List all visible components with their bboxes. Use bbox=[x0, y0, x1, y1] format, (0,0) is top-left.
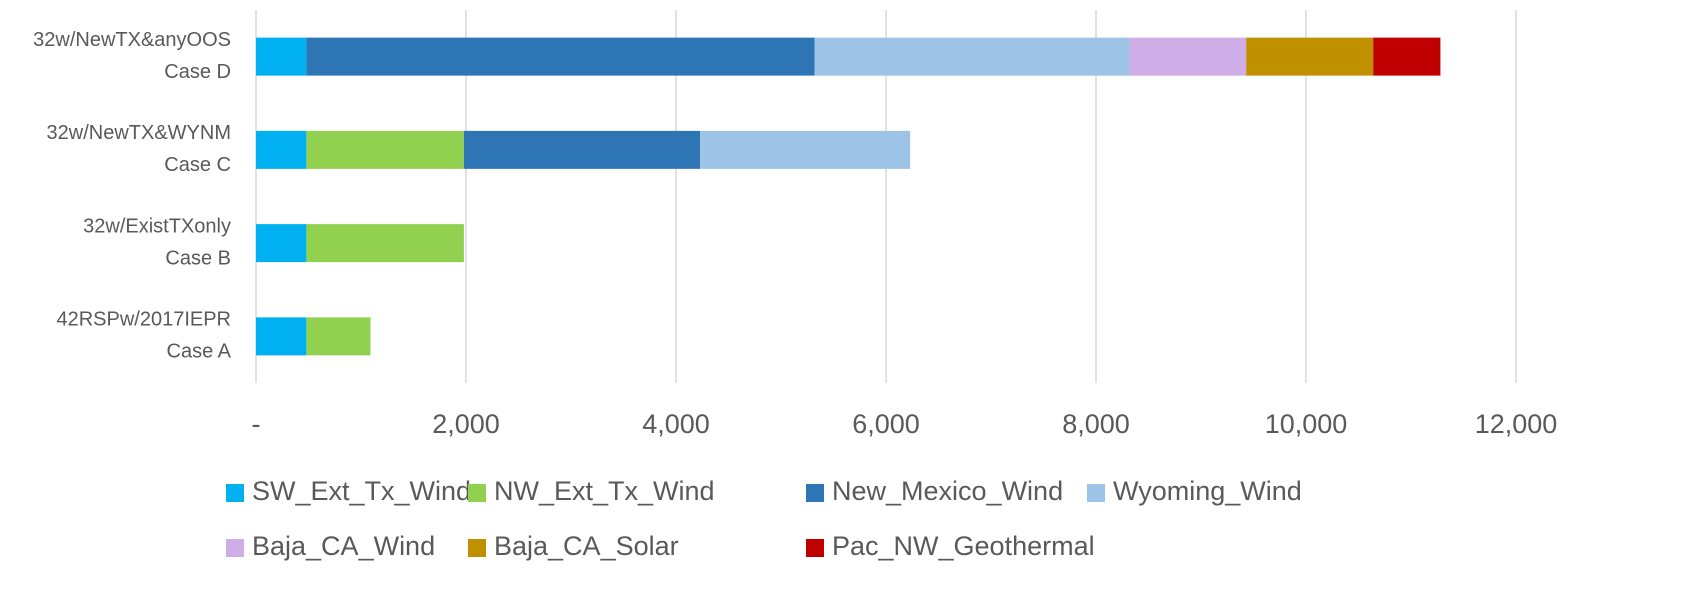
x-tick-label: 2,000 bbox=[432, 409, 500, 439]
legend-swatch bbox=[1087, 484, 1105, 502]
x-tick-label: 10,000 bbox=[1265, 409, 1348, 439]
legend-swatch bbox=[806, 539, 824, 557]
y-tick-label: Case C bbox=[164, 154, 231, 176]
bar-segment bbox=[1129, 37, 1247, 76]
bar-segment bbox=[463, 130, 701, 169]
bar-segment bbox=[814, 37, 1130, 76]
bar-segment bbox=[256, 37, 307, 76]
bar-segment bbox=[306, 224, 464, 263]
legend-label: NW_Ext_Tx_Wind bbox=[494, 476, 715, 506]
y-tick-label: 42RSPw/2017IEPR bbox=[56, 309, 231, 331]
legend-swatch bbox=[806, 484, 824, 502]
y-tick-label: 32w/ExistTXonly bbox=[83, 215, 231, 237]
bar-segment bbox=[306, 37, 815, 76]
x-tick-label: 8,000 bbox=[1062, 409, 1130, 439]
x-tick-label: 4,000 bbox=[642, 409, 710, 439]
bar-segment bbox=[256, 224, 307, 263]
legend-label: Pac_NW_Geothermal bbox=[832, 531, 1095, 561]
legend-swatch bbox=[468, 484, 486, 502]
bar-segment bbox=[306, 130, 464, 169]
bar-segment bbox=[700, 130, 911, 169]
y-tick-label: 32w/NewTX&anyOOS bbox=[33, 29, 231, 51]
legend-swatch bbox=[226, 484, 244, 502]
bar-segment bbox=[1246, 37, 1374, 76]
legend-label: New_Mexico_Wind bbox=[832, 476, 1063, 506]
y-tick-label: Case D bbox=[164, 61, 231, 83]
bar-segment bbox=[1373, 37, 1441, 76]
y-tick-label: Case B bbox=[165, 247, 231, 269]
bar-segment bbox=[306, 317, 371, 356]
legend-label: SW_Ext_Tx_Wind bbox=[252, 476, 471, 506]
x-tick-label: 6,000 bbox=[852, 409, 920, 439]
bar-segment bbox=[256, 130, 307, 169]
legend-swatch bbox=[468, 539, 486, 557]
y-tick-label: Case A bbox=[167, 341, 232, 363]
legend-label: Baja_CA_Solar bbox=[494, 531, 679, 561]
legend-swatch bbox=[226, 539, 244, 557]
bar-segment bbox=[256, 317, 307, 356]
x-tick-label: 12,000 bbox=[1475, 409, 1558, 439]
legend-label: Baja_CA_Wind bbox=[252, 531, 435, 561]
y-tick-label: 32w/NewTX&WYNM bbox=[47, 122, 231, 144]
x-tick-label: - bbox=[252, 409, 261, 439]
legend-label: Wyoming_Wind bbox=[1113, 476, 1302, 506]
